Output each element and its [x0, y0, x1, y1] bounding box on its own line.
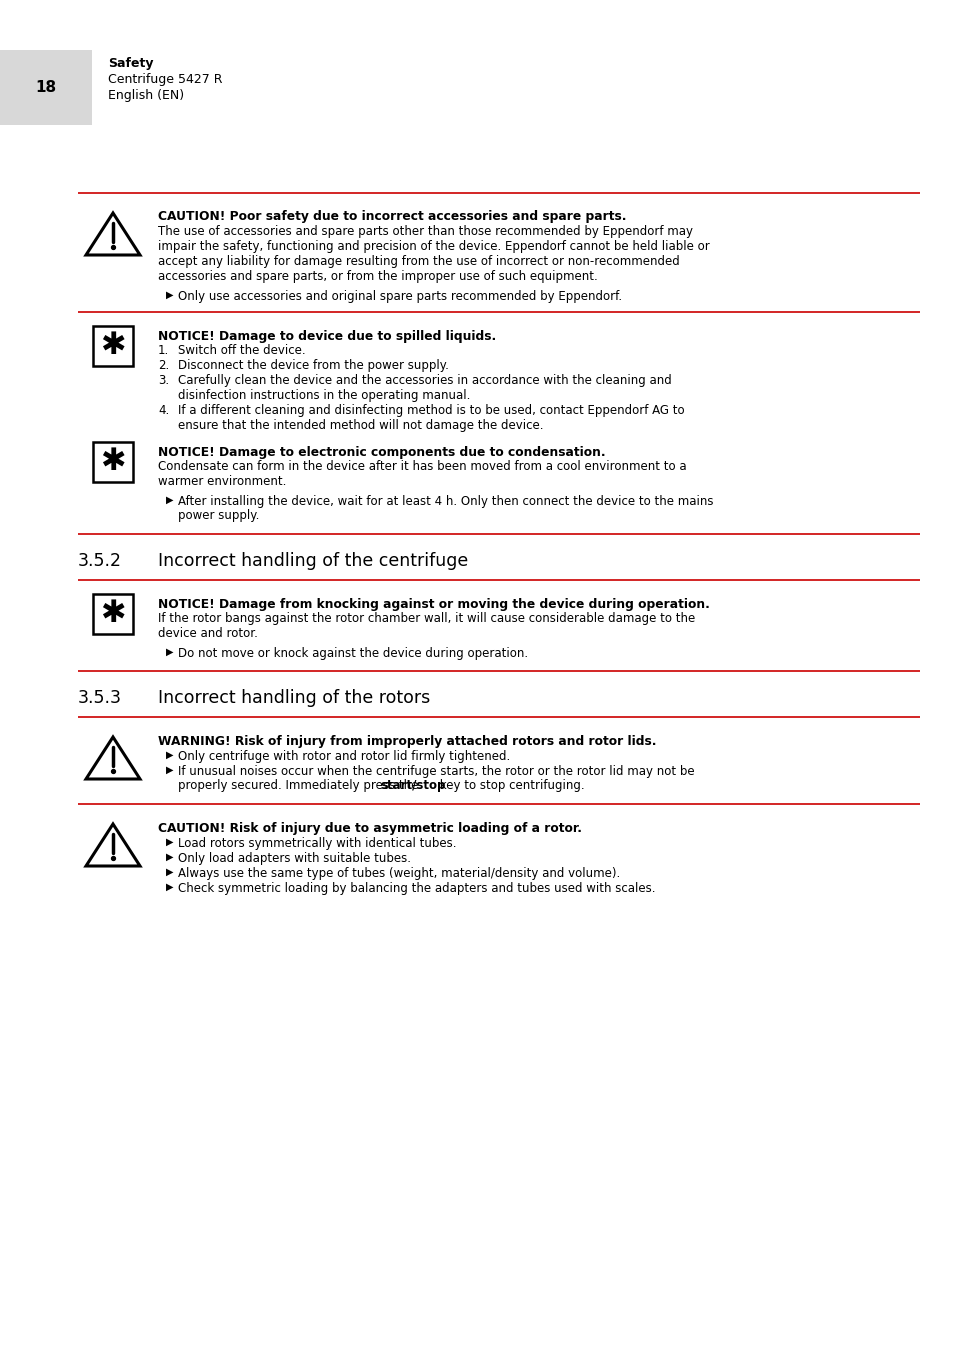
- Text: ✱: ✱: [100, 447, 126, 477]
- Text: key to stop centrifuging.: key to stop centrifuging.: [436, 779, 584, 792]
- Text: 3.5.2: 3.5.2: [78, 552, 122, 570]
- Text: Incorrect handling of the rotors: Incorrect handling of the rotors: [158, 688, 430, 707]
- Text: accept any liability for damage resulting from the use of incorrect or non-recom: accept any liability for damage resultin…: [158, 255, 679, 269]
- Text: ▶: ▶: [166, 852, 173, 863]
- Text: ▶: ▶: [166, 867, 173, 878]
- Text: ▶: ▶: [166, 765, 173, 775]
- Text: impair the safety, functioning and precision of the device. Eppendorf cannot be : impair the safety, functioning and preci…: [158, 240, 709, 252]
- Text: ▶: ▶: [166, 882, 173, 892]
- Text: 1.: 1.: [158, 344, 169, 356]
- Text: warmer environment.: warmer environment.: [158, 475, 286, 487]
- Text: 3.5.3: 3.5.3: [78, 688, 122, 707]
- Text: NOTICE! Damage to electronic components due to condensation.: NOTICE! Damage to electronic components …: [158, 446, 605, 459]
- Bar: [92, 325, 132, 366]
- Text: 18: 18: [35, 80, 56, 94]
- Text: 3.: 3.: [158, 374, 169, 387]
- Text: Only centrifuge with rotor and rotor lid firmly tightened.: Only centrifuge with rotor and rotor lid…: [178, 751, 510, 763]
- Text: ensure that the intended method will not damage the device.: ensure that the intended method will not…: [178, 418, 543, 432]
- Text: Load rotors symmetrically with identical tubes.: Load rotors symmetrically with identical…: [178, 837, 456, 850]
- Text: start/stop: start/stop: [379, 779, 445, 792]
- Text: Only use accessories and original spare parts recommended by Eppendorf.: Only use accessories and original spare …: [178, 290, 621, 302]
- Bar: [0, 50, 91, 126]
- Text: Centrifuge 5427 R: Centrifuge 5427 R: [108, 73, 222, 86]
- Text: If a different cleaning and disinfecting method is to be used, contact Eppendorf: If a different cleaning and disinfecting…: [178, 404, 684, 417]
- Text: properly secured. Immediately press the: properly secured. Immediately press the: [178, 779, 421, 792]
- Text: device and rotor.: device and rotor.: [158, 626, 257, 640]
- Text: Condensate can form in the device after it has been moved from a cool environmen: Condensate can form in the device after …: [158, 460, 686, 472]
- Text: ✱: ✱: [100, 332, 126, 360]
- Text: power supply.: power supply.: [178, 509, 259, 522]
- Text: disinfection instructions in the operating manual.: disinfection instructions in the operati…: [178, 389, 470, 402]
- Text: ▶: ▶: [166, 647, 173, 657]
- Text: The use of accessories and spare parts other than those recommended by Eppendorf: The use of accessories and spare parts o…: [158, 225, 692, 238]
- Text: If unusual noises occur when the centrifuge starts, the rotor or the rotor lid m: If unusual noises occur when the centrif…: [178, 765, 694, 778]
- Text: accessories and spare parts, or from the improper use of such equipment.: accessories and spare parts, or from the…: [158, 270, 598, 284]
- Text: Check symmetric loading by balancing the adapters and tubes used with scales.: Check symmetric loading by balancing the…: [178, 882, 655, 895]
- Text: Always use the same type of tubes (weight, material/density and volume).: Always use the same type of tubes (weigh…: [178, 867, 619, 880]
- Text: ▶: ▶: [166, 290, 173, 300]
- Text: After installing the device, wait for at least 4 h. Only then connect the device: After installing the device, wait for at…: [178, 495, 713, 508]
- Text: ▶: ▶: [166, 751, 173, 760]
- Text: Only load adapters with suitable tubes.: Only load adapters with suitable tubes.: [178, 852, 411, 865]
- Text: If the rotor bangs against the rotor chamber wall, it will cause considerable da: If the rotor bangs against the rotor cha…: [158, 612, 695, 625]
- Text: CAUTION! Risk of injury due to asymmetric loading of a rotor.: CAUTION! Risk of injury due to asymmetri…: [158, 822, 581, 836]
- Text: 4.: 4.: [158, 404, 169, 417]
- Text: ▶: ▶: [166, 495, 173, 505]
- Text: 2.: 2.: [158, 359, 169, 373]
- Text: English (EN): English (EN): [108, 89, 184, 103]
- Text: NOTICE! Damage to device due to spilled liquids.: NOTICE! Damage to device due to spilled …: [158, 329, 496, 343]
- Text: ▶: ▶: [166, 837, 173, 846]
- Text: WARNING! Risk of injury from improperly attached rotors and rotor lids.: WARNING! Risk of injury from improperly …: [158, 734, 656, 748]
- Text: Disconnect the device from the power supply.: Disconnect the device from the power sup…: [178, 359, 449, 373]
- Text: Safety: Safety: [108, 58, 153, 70]
- Text: Do not move or knock against the device during operation.: Do not move or knock against the device …: [178, 647, 528, 660]
- Bar: [92, 441, 132, 482]
- Text: Carefully clean the device and the accessories in accordance with the cleaning a: Carefully clean the device and the acces…: [178, 374, 671, 387]
- Text: NOTICE! Damage from knocking against or moving the device during operation.: NOTICE! Damage from knocking against or …: [158, 598, 709, 612]
- Text: ✱: ✱: [100, 599, 126, 629]
- Text: Incorrect handling of the centrifuge: Incorrect handling of the centrifuge: [158, 552, 468, 570]
- Bar: [92, 594, 132, 634]
- Text: Switch off the device.: Switch off the device.: [178, 344, 305, 356]
- Text: CAUTION! Poor safety due to incorrect accessories and spare parts.: CAUTION! Poor safety due to incorrect ac…: [158, 211, 626, 223]
